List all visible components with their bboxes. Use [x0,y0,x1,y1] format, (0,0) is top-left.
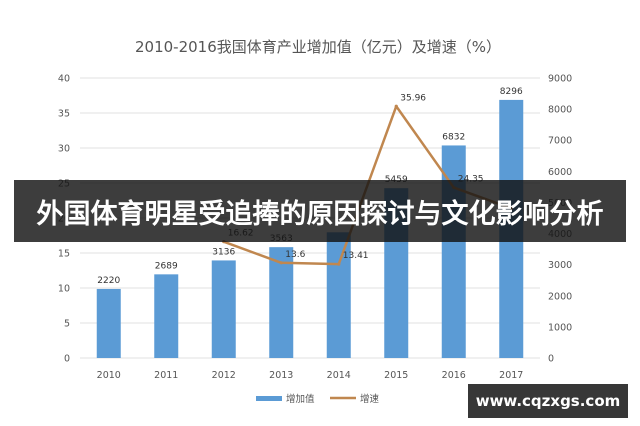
x-tick-label: 2015 [384,370,408,381]
bar-data-label: 8296 [500,87,523,97]
line-data-label: 13.41 [343,251,369,261]
bar [211,260,236,358]
bar-data-label: 2220 [97,276,120,286]
line-data-label: 13.6 [285,250,305,260]
x-tick-label: 2014 [327,370,351,381]
right-tick-label: 3000 [548,260,572,271]
left-tick-label: 15 [58,249,70,260]
x-axis: 2010 2011 2012 2013 2014 2015 2016 2017 [97,370,524,381]
left-tick-label: 30 [58,144,70,155]
legend: 增加值 增速 [256,393,380,405]
right-tick-label: 1000 [548,322,572,333]
line-point [337,262,341,266]
x-tick-label: 2011 [154,370,178,381]
bar [269,247,294,358]
x-tick-label: 2017 [499,370,523,381]
chart-title: 2010-2016我国体育产业增加值（亿元）及增速（%） [135,38,501,56]
right-tick-label: 6000 [548,167,572,178]
x-tick-label: 2012 [212,370,236,381]
bar-data-label: 3136 [212,247,235,257]
bar [154,274,179,358]
bar-data-label: 2689 [155,261,178,271]
bar [96,288,121,358]
line-point [394,104,398,108]
right-tick-label: 0 [548,354,554,365]
right-tick-label: 9000 [548,74,572,85]
line-point [279,261,283,265]
x-tick-label: 2016 [442,370,466,381]
x-tick-label: 2013 [269,370,293,381]
legend-label-line: 增速 [360,393,380,405]
headline-banner: 外国体育明星受追捧的原因探讨与文化影响分析 [14,180,626,242]
left-tick-label: 0 [64,354,70,365]
watermark-text: www.cqzxgs.com [475,392,621,410]
right-tick-label: 7000 [548,136,572,147]
x-tick-label: 2010 [97,370,121,381]
bar [326,232,351,358]
legend-swatch-bar [256,396,282,401]
headline-text: 外国体育明星受追捧的原因探讨与文化影响分析 [36,198,604,230]
right-tick-label: 8000 [548,105,572,116]
watermark: www.cqzxgs.com [468,384,628,418]
left-tick-label: 5 [64,319,70,330]
left-tick-label: 40 [58,74,70,85]
line-data-label: 24.35 [458,175,484,185]
right-tick-label: 2000 [548,291,572,302]
legend-label-bar: 增加值 [286,393,315,405]
left-tick-label: 35 [58,109,70,120]
line-data-label: 35.96 [400,93,426,103]
bar-data-label: 6832 [442,132,465,142]
left-tick-label: 10 [58,284,70,295]
